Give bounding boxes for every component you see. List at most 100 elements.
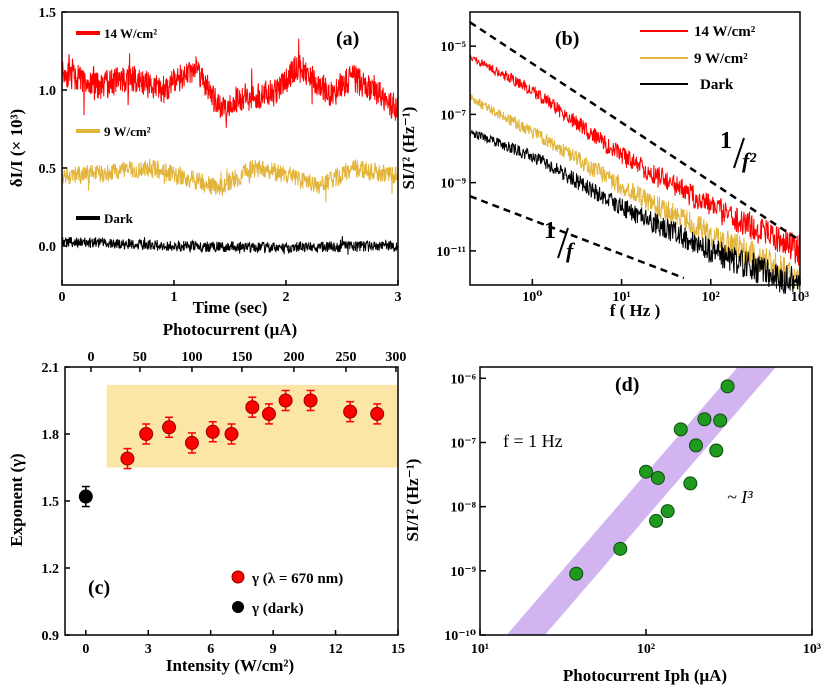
panel-c-xtick-label: 3 [145, 642, 152, 657]
legend-b-dark-label: Dark [700, 77, 734, 93]
panel-c-top-tick-label: 0 [88, 350, 95, 365]
panel-b-xtick-label: 10³ [791, 290, 809, 305]
panel-b-reference-line-1 [469, 195, 685, 280]
panel-a-ytick-label: 1.5 [39, 6, 57, 21]
panel-d-point [709, 443, 724, 458]
panel-d-point [650, 470, 665, 485]
panel-c-top-tick-label: 150 [231, 350, 252, 365]
panel-c-point [224, 427, 239, 441]
panel-c-point [245, 400, 260, 415]
panel-d-ytick-label: 10⁻⁶ [450, 372, 476, 387]
panel-c-point [162, 420, 177, 435]
panel-c-ylabel: Exponent (γ) [7, 453, 26, 546]
panel-c-xtick-label: 0 [82, 642, 89, 657]
panel-a-series-group [61, 38, 399, 255]
panel-c-top-tick-label: 300 [385, 350, 406, 365]
panel-b: 10⁰ 10¹ 10² 10³ 10⁻¹¹ 10⁻⁹ 10⁻⁷ 10⁻⁵ (b) 14 W/c… [399, 11, 809, 320]
panel-d-point [720, 379, 735, 394]
legend-b-9-label: 9 W/cm² [694, 51, 748, 67]
panel-a-xlabel: Time (sec) [193, 298, 268, 317]
legend-b-14-label: 14 W/cm² [694, 24, 756, 40]
panel-d-xtick-label: 10² [637, 642, 655, 657]
panel-b-series-0 [469, 54, 801, 266]
panel-d-ylabel: SI/I² (Hz⁻¹) [403, 459, 422, 542]
panel-c-point [343, 404, 358, 419]
legend-c-dark-label: γ (dark) [251, 601, 304, 617]
panel-c-ytick-label: 1.2 [42, 562, 60, 577]
panel-d-ytick-label: 10⁻⁸ [450, 501, 476, 516]
panel-c-point [370, 406, 385, 421]
panel-d-ytick-label: 10⁻¹⁰ [444, 629, 476, 644]
panel-c-series-group [78, 389, 385, 508]
panel-a-series-2 [61, 236, 399, 255]
panel-c-xtick-label: 15 [391, 642, 405, 657]
panel-c-point [139, 427, 154, 441]
panel-c-top-xlabel: Photocurrent (μA) [163, 320, 297, 339]
panel-a-ytick-label: 0.0 [39, 240, 57, 255]
panel-b-xtick-label: 10⁰ [522, 290, 542, 305]
panel-a-xtick-label: 1 [171, 290, 178, 305]
panel-c-label: (c) [88, 577, 110, 599]
panel-c-ytick-label: 0.9 [42, 629, 60, 644]
slope2-fraction-bar [733, 137, 745, 169]
slope1-denominator: f [566, 238, 576, 263]
panel-a-series-0 [61, 38, 399, 128]
panel-a: 0 1 2 3 0.0 0.5 1.0 1.5 (a) 14 W/cm² 9 W/cm² Da… [7, 6, 402, 317]
panel-c-xtick-label: 9 [270, 642, 277, 657]
panel-c-xlabel: Intensity (W/cm²) [166, 656, 294, 675]
panel-d-scaling-note: ~ I³ [727, 487, 753, 507]
panel-d-point [713, 413, 728, 428]
panel-d-point [683, 476, 698, 491]
panel-d-series-group [569, 379, 735, 581]
panel-d-label: (d) [615, 374, 639, 396]
panel-c-top-tick-label: 50 [133, 350, 147, 365]
panel-c-ytick-label: 1.8 [42, 428, 60, 443]
panel-d-point [569, 566, 584, 581]
panel-b-series-2 [469, 129, 801, 296]
panel-a-xtick-label: 0 [59, 290, 66, 305]
panel-a-frame [61, 11, 399, 286]
panel-b-ylabel: SI/I² (Hz⁻¹) [399, 107, 418, 190]
panel-b-ytick-label: 10⁻¹¹ [436, 245, 466, 260]
panel-d-ytick-label: 10⁻⁹ [450, 565, 476, 580]
panel-c-top-tick-label: 100 [181, 350, 202, 365]
panel-b-series-group [469, 21, 801, 296]
panel-c-point [278, 393, 293, 408]
panel-b-series-1 [469, 93, 801, 291]
panel-d: 10¹ 10² 10³ 10⁻¹⁰ 10⁻⁹ 10⁻⁸ 10⁻⁷ 10⁻⁶ (d) f = 1… [403, 366, 821, 685]
panel-c-point [120, 451, 135, 466]
panel-a-ylabel: δI/I (× 10³) [7, 109, 26, 187]
panel-c-point [184, 435, 199, 450]
panel-d-xtick-label: 10¹ [471, 642, 489, 657]
panel-a-ytick-label: 0.5 [39, 162, 57, 177]
slope1-fraction-bar [557, 227, 569, 259]
panel-d-point [688, 438, 703, 453]
panel-d-ytick-label: 10⁻⁷ [450, 436, 476, 451]
panel-c-top-tick-label: 250 [335, 350, 356, 365]
panel-d-point [639, 464, 653, 479]
slope1-numerator: 1 [544, 218, 556, 244]
slope2-numerator: 1 [720, 128, 732, 154]
legend-a-dark-label: Dark [104, 211, 134, 226]
panel-b-ytick-label: 10⁻⁹ [440, 177, 466, 192]
panel-d-point [697, 412, 712, 427]
panel-a-xtick-label: 3 [395, 290, 402, 305]
panel-d-point [613, 541, 628, 556]
panel-b-xlabel: f ( Hz ) [610, 301, 661, 320]
panel-c-point [78, 489, 93, 504]
legend-a-14-label: 14 W/cm² [104, 26, 157, 41]
panel-a-series-1 [61, 158, 399, 203]
panel-c-ytick-label: 2.1 [42, 361, 60, 376]
panel-d-ticks: 10¹ 10² 10³ 10⁻¹⁰ 10⁻⁹ 10⁻⁸ 10⁻⁷ 10⁻⁶ [444, 372, 821, 657]
panel-c-point [205, 424, 220, 439]
panel-a-label: (a) [336, 28, 359, 50]
legend-c-dark-marker [232, 601, 244, 613]
panel-d-xlabel: Photocurrent Iph (μA) [563, 666, 727, 685]
panel-b-frame [469, 11, 801, 286]
panel-c-ytick-label: 1.5 [42, 495, 60, 510]
panel-c-xtick-label: 12 [329, 642, 343, 657]
panel-a-ticks: 0 1 2 3 0.0 0.5 1.0 1.5 [39, 6, 402, 305]
panel-d-point [660, 504, 675, 519]
panel-d-xtick-label: 10³ [803, 642, 821, 657]
legend-c-light-marker [231, 570, 245, 584]
